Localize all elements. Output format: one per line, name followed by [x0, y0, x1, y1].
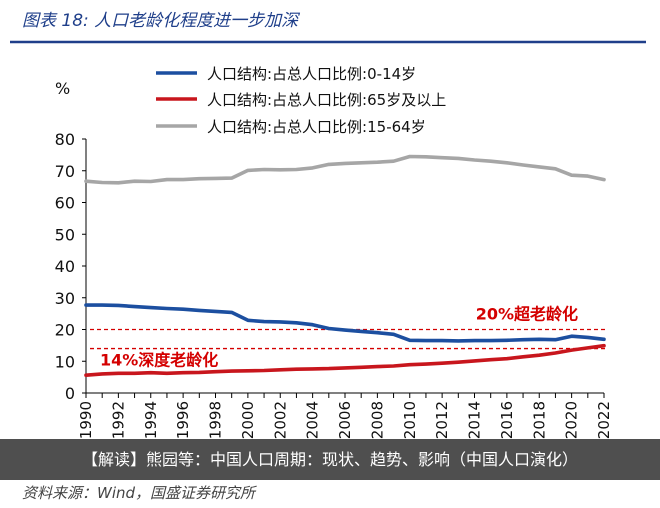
x-tick-label: 2004 [304, 401, 322, 439]
series-line-1 [84, 343, 606, 378]
y-axis: 0 10 20 30 40 50 60 70 80 [55, 130, 87, 403]
x-tick-label: 2012 [433, 401, 451, 439]
reference-label: 20%超老龄化 [476, 305, 578, 324]
x-tick-label: 1994 [142, 401, 160, 439]
series-line-0 [84, 303, 606, 343]
y-tick-label: 0 [65, 384, 75, 403]
x-tick-label: 1990 [77, 401, 95, 439]
y-tick-label: 70 [55, 162, 75, 181]
y-tick-label: 50 [55, 225, 75, 244]
y-tick-label: 40 [55, 257, 75, 276]
x-tick-label: 2014 [466, 401, 484, 439]
x-tick-label: 1992 [109, 401, 127, 439]
y-tick-label: 60 [55, 194, 75, 213]
legend-label-2: 人口结构:占总人口比例:15-64岁 [207, 118, 426, 136]
source-note: 资料来源：Wind，国盛证券研究所 [22, 484, 257, 502]
x-tick-label: 2018 [530, 401, 548, 439]
y-tick-label: 30 [55, 289, 75, 308]
x-tick-label: 2000 [239, 401, 257, 439]
overlay-caption-banner: 【解读】熊园等：中国人口周期：现状、趋势、影响（中国人口演化） [0, 439, 660, 480]
x-axis: 1990 1992 1994 1996 1998 2000 2002 2004 2006 2008… [77, 392, 613, 439]
reference-lines: 20%超老龄化 14%深度老龄化 [90, 305, 606, 370]
x-tick-label: 2016 [498, 401, 516, 439]
x-tick-label: 2010 [401, 401, 419, 439]
y-tick-label: 80 [55, 130, 75, 149]
x-tick-label: 2022 [595, 401, 613, 439]
x-tick-label: 2006 [336, 401, 354, 439]
x-tick-label: 2002 [271, 401, 289, 439]
y-axis-label: % [55, 79, 70, 98]
x-tick-label: 2008 [368, 401, 386, 439]
legend-label-0: 人口结构:占总人口比例:0-14岁 [207, 65, 416, 83]
legend: 人口结构:占总人口比例:0-14岁人口结构:占总人口比例:65岁及以上人口结构:… [156, 65, 446, 136]
figure-title: 图表 18: 人口老龄化程度进一步加深 [22, 11, 300, 31]
x-tick-label: 1998 [207, 401, 225, 439]
series-lines [84, 154, 606, 378]
y-tick-label: 20 [55, 321, 75, 340]
legend-label-1: 人口结构:占总人口比例:65岁及以上 [207, 91, 446, 109]
y-tick-label: 10 [55, 352, 75, 371]
x-tick-label: 2020 [563, 401, 581, 439]
reference-label: 14%深度老龄化 [100, 351, 218, 370]
series-line-2 [84, 154, 606, 185]
x-tick-label: 1996 [174, 401, 192, 439]
